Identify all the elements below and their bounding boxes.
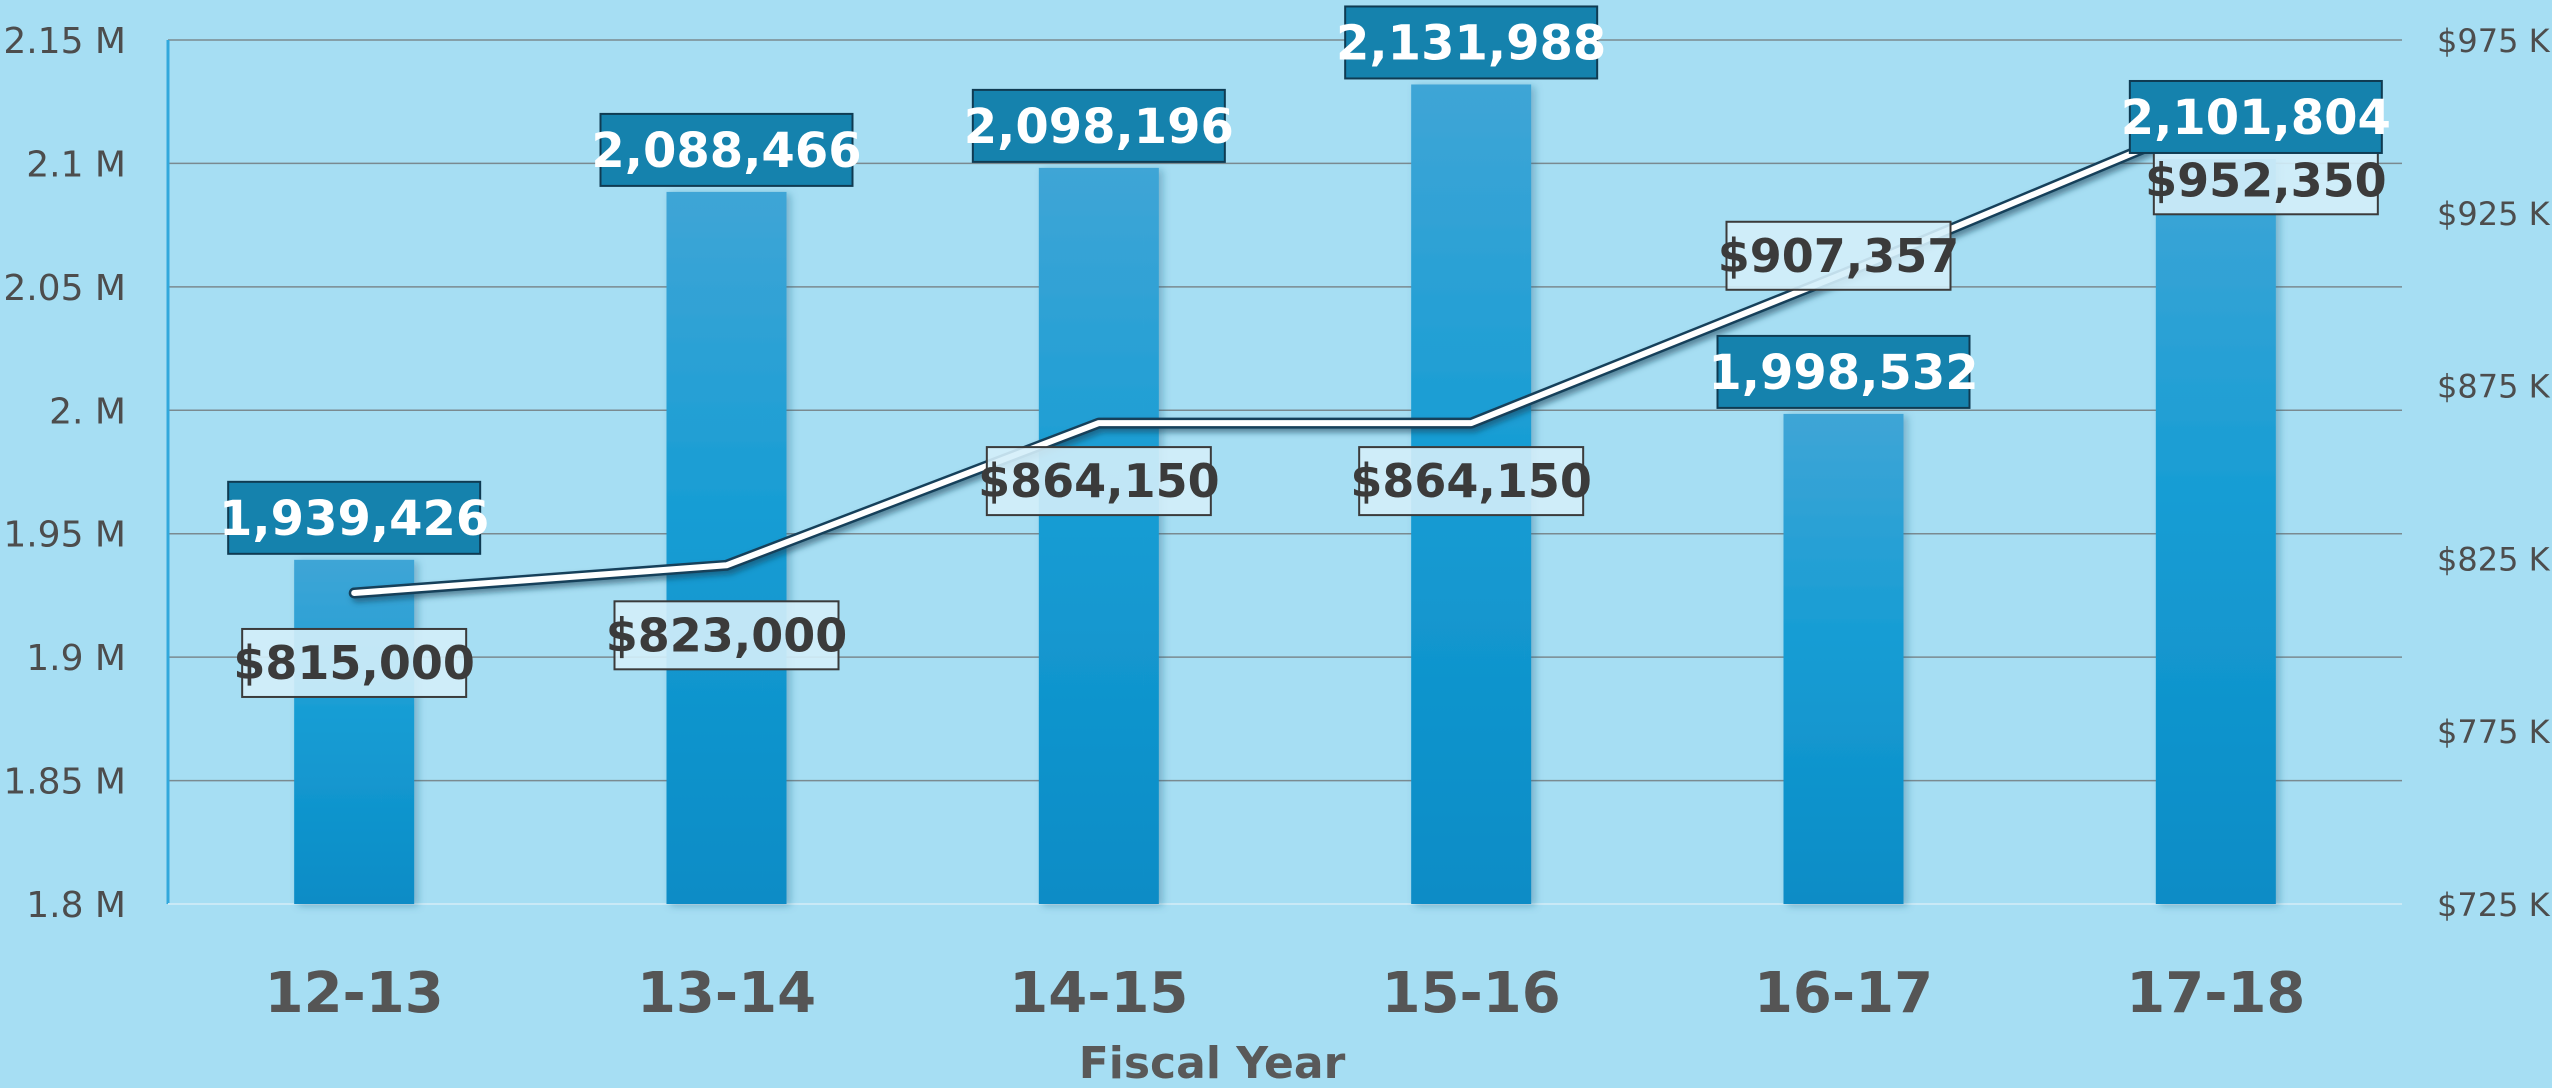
bar-data-label: 1,939,426 bbox=[219, 491, 489, 547]
y-tick-label-left: 2.15 M bbox=[3, 21, 126, 62]
line-data-labels: $815,000 $823,000 $864,150 $864,150 $907,357… bbox=[233, 145, 2387, 698]
axes bbox=[166, 40, 2402, 905]
bar-data-label: 2,088,466 bbox=[591, 123, 861, 179]
y-tick-label-right: $725 K bbox=[2437, 886, 2551, 924]
y-tick-label-right: $825 K bbox=[2437, 540, 2551, 578]
bar bbox=[1038, 167, 1159, 904]
line-data-label-box bbox=[613, 600, 840, 671]
x-tick-label: 14-15 bbox=[1009, 961, 1188, 1026]
y-tick-label-right: $775 K bbox=[2437, 713, 2551, 751]
line-data-label: $823,000 bbox=[606, 608, 848, 662]
y-tick-label-left: 1.8 M bbox=[26, 885, 126, 926]
y-tick-label-left: 2.1 M bbox=[26, 144, 126, 185]
bar-data-labels: 1,939,426 2,088,466 2,098,196 2,131,988 1,99… bbox=[219, 5, 2391, 555]
line-data-label: $907,357 bbox=[1718, 229, 1960, 283]
x-tick-label: 12-13 bbox=[265, 961, 444, 1026]
line-data-label: $864,150 bbox=[978, 454, 1220, 508]
bar-data-label-box bbox=[227, 480, 482, 555]
x-tick-label: 15-16 bbox=[1382, 961, 1561, 1026]
y-tick-label-left: 1.9 M bbox=[26, 638, 126, 679]
line-data-label-box bbox=[241, 627, 468, 698]
y-tick-label-left: 1.85 M bbox=[3, 762, 126, 803]
y-tick-label-left: 2. M bbox=[49, 391, 126, 432]
x-tick-label: 17-18 bbox=[2126, 961, 2305, 1026]
bar-data-label-box bbox=[1716, 334, 1971, 409]
y-tick-label-right: $875 K bbox=[2437, 368, 2551, 406]
line-data-label-box bbox=[985, 446, 1212, 517]
line-data-label: $952,350 bbox=[2145, 153, 2387, 207]
y-tick-label-right: $975 K bbox=[2437, 22, 2551, 60]
bar-data-label-box bbox=[971, 88, 1226, 163]
bar-data-label-box bbox=[2128, 79, 2383, 154]
bar-data-label: 2,101,804 bbox=[2121, 90, 2391, 146]
line-data-label: $815,000 bbox=[233, 636, 475, 690]
bar-series bbox=[294, 84, 2276, 905]
x-axis-title: Fiscal Year bbox=[1079, 1038, 1346, 1088]
line-data-label-box bbox=[2152, 145, 2379, 216]
bar bbox=[294, 559, 415, 904]
line-data-label-box bbox=[1358, 446, 1585, 517]
line-data-label-box bbox=[1725, 220, 1952, 291]
bar-data-label: 1,998,532 bbox=[1708, 345, 1978, 401]
x-tick-label: 16-17 bbox=[1754, 961, 1933, 1026]
bar-data-label: 2,098,196 bbox=[964, 99, 1234, 155]
bar-data-label-box bbox=[1344, 5, 1599, 80]
bar-data-label-box bbox=[599, 112, 854, 187]
bar bbox=[1783, 413, 1904, 904]
bar bbox=[2155, 158, 2276, 904]
x-tick-label: 13-14 bbox=[637, 961, 816, 1026]
y-tick-label-right: $925 K bbox=[2437, 195, 2551, 233]
y-tick-label-left: 1.95 M bbox=[3, 515, 126, 556]
line-data-label: $864,150 bbox=[1350, 454, 1592, 508]
tick-labels: 1.8 M 1.85 M 1.9 M 1.95 M 2. M 2.05 M 2.1 M 2.1… bbox=[3, 21, 2550, 1026]
gridlines bbox=[168, 39, 2402, 905]
bar-data-label: 2,131,988 bbox=[1336, 15, 1606, 71]
y-tick-label-left: 2.05 M bbox=[3, 268, 126, 309]
